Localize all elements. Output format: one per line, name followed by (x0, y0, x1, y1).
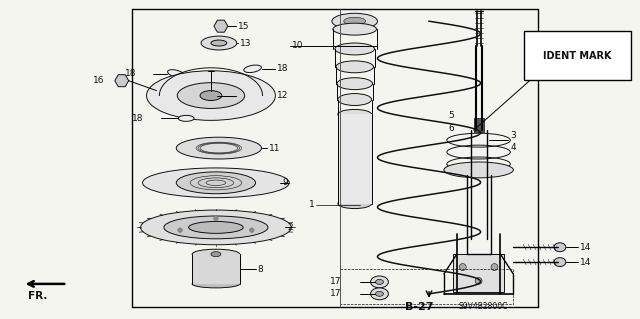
Text: 10: 10 (292, 41, 304, 50)
Ellipse shape (338, 93, 372, 106)
Ellipse shape (376, 279, 383, 285)
Ellipse shape (371, 288, 388, 300)
Ellipse shape (176, 172, 255, 194)
Ellipse shape (168, 70, 185, 78)
Ellipse shape (444, 162, 513, 178)
Ellipse shape (177, 83, 244, 108)
FancyBboxPatch shape (453, 254, 504, 292)
Ellipse shape (338, 109, 372, 119)
Text: 14: 14 (580, 243, 591, 252)
Text: 5: 5 (448, 111, 454, 120)
Text: 11: 11 (269, 144, 281, 152)
Circle shape (475, 278, 482, 285)
Ellipse shape (200, 91, 222, 100)
Ellipse shape (192, 249, 240, 259)
Ellipse shape (344, 17, 365, 25)
Ellipse shape (335, 43, 374, 55)
Text: 17: 17 (330, 278, 342, 286)
Ellipse shape (371, 276, 388, 288)
Text: 1: 1 (309, 200, 315, 209)
Text: 3: 3 (510, 131, 516, 140)
Ellipse shape (337, 78, 372, 90)
Text: 6: 6 (448, 124, 454, 133)
Circle shape (178, 228, 182, 232)
Text: 18: 18 (132, 114, 143, 123)
Ellipse shape (376, 291, 383, 296)
Ellipse shape (164, 216, 268, 239)
Text: 15: 15 (237, 22, 249, 31)
Ellipse shape (554, 258, 566, 267)
Text: 4: 4 (510, 143, 516, 152)
Text: 17: 17 (330, 289, 342, 298)
Ellipse shape (211, 252, 221, 257)
Circle shape (214, 217, 218, 220)
Ellipse shape (192, 280, 240, 288)
Text: 9: 9 (282, 178, 288, 187)
Text: 2: 2 (287, 223, 293, 232)
Ellipse shape (211, 40, 227, 46)
Ellipse shape (336, 61, 374, 73)
Ellipse shape (143, 168, 289, 198)
Ellipse shape (141, 210, 291, 245)
Text: 18: 18 (125, 69, 136, 78)
Text: FR.: FR. (28, 291, 47, 301)
Text: 13: 13 (240, 39, 252, 48)
FancyBboxPatch shape (192, 254, 240, 284)
Ellipse shape (554, 243, 566, 252)
Ellipse shape (201, 36, 237, 50)
Ellipse shape (332, 13, 378, 29)
Ellipse shape (333, 23, 376, 35)
Text: 16: 16 (93, 76, 105, 85)
Text: S9V4B2800C: S9V4B2800C (459, 302, 508, 311)
Circle shape (491, 263, 498, 271)
Circle shape (460, 263, 466, 271)
Ellipse shape (176, 137, 262, 159)
FancyBboxPatch shape (474, 118, 484, 132)
FancyBboxPatch shape (338, 115, 372, 204)
Text: 18: 18 (277, 64, 289, 73)
Circle shape (250, 228, 253, 232)
Text: 14: 14 (580, 258, 591, 267)
Ellipse shape (179, 115, 194, 121)
Text: 8: 8 (257, 264, 263, 273)
Ellipse shape (147, 71, 275, 120)
Ellipse shape (338, 199, 372, 209)
Text: IDENT MARK: IDENT MARK (543, 51, 612, 61)
Text: 12: 12 (277, 91, 289, 100)
Text: B-27: B-27 (405, 302, 433, 312)
Ellipse shape (244, 65, 261, 72)
Ellipse shape (189, 221, 243, 234)
